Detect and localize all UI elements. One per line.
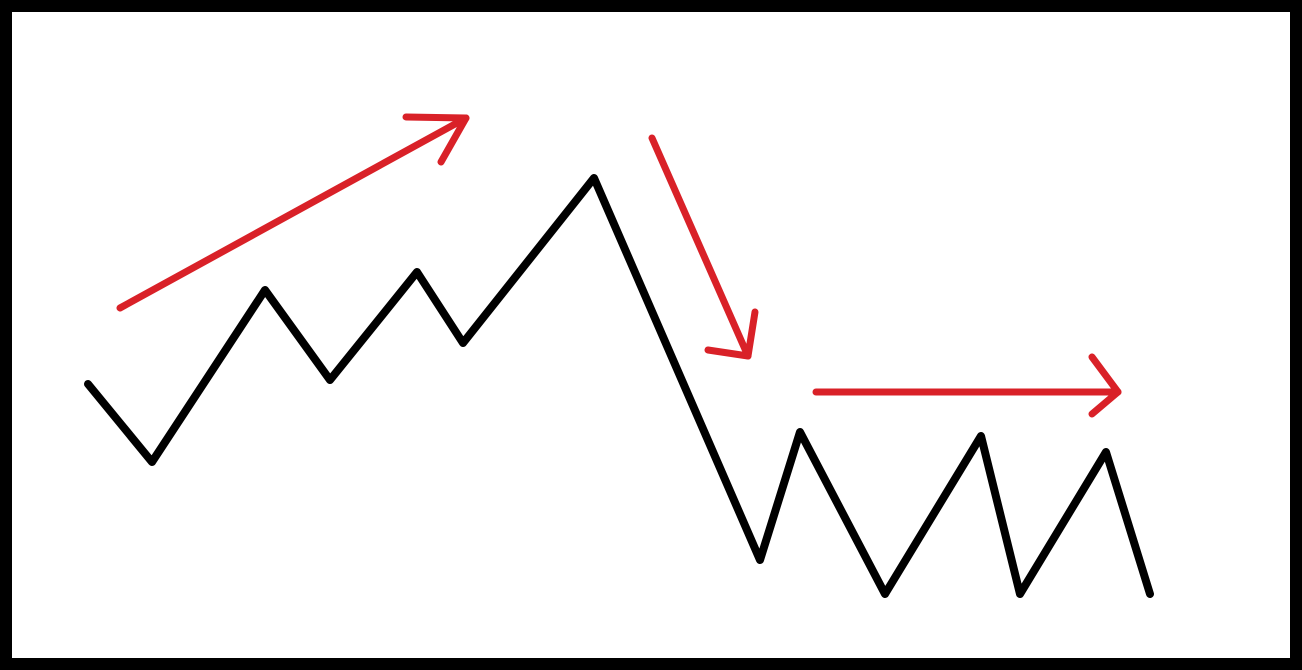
- downtrend-arrow-shaft: [648, 134, 752, 360]
- downtrend-arrow-head: [704, 308, 759, 360]
- uptrend-arrow-shaft: [116, 114, 470, 312]
- uptrend-arrow-head: [402, 113, 470, 166]
- uptrend-arrow: [116, 113, 470, 312]
- price-zigzag-line: [84, 174, 1154, 598]
- sideways-arrow-head: [1088, 353, 1122, 418]
- trend-arrows: [116, 113, 1122, 418]
- downtrend-arrow: [648, 134, 759, 360]
- sideways-arrow: [812, 353, 1122, 418]
